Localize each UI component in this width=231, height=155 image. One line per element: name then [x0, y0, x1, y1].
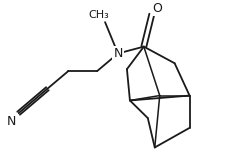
Text: N: N — [113, 47, 123, 60]
Text: O: O — [152, 2, 162, 15]
Text: N: N — [7, 115, 16, 128]
Text: CH₃: CH₃ — [89, 10, 109, 20]
